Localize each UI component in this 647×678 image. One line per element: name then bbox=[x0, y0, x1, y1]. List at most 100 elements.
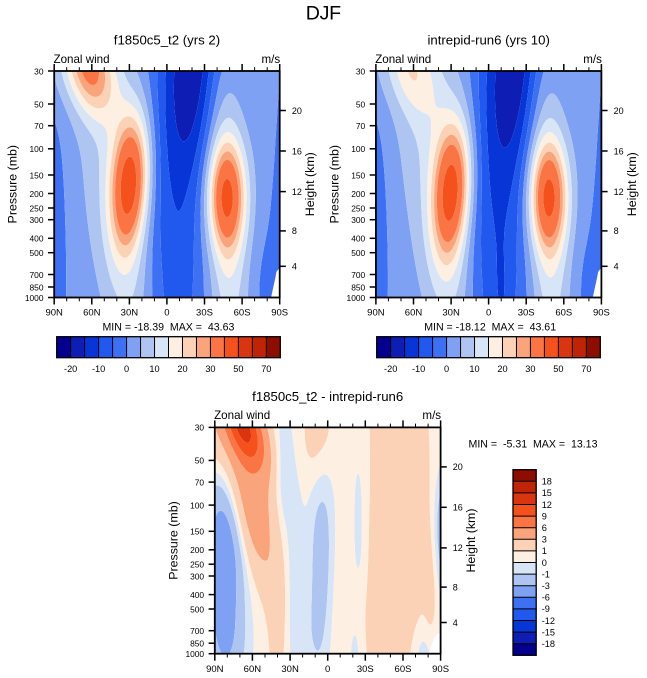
svg-text:Zonal wind: Zonal wind bbox=[375, 53, 431, 66]
svg-text:4: 4 bbox=[614, 262, 619, 272]
svg-text:4: 4 bbox=[453, 618, 458, 628]
svg-text:90N: 90N bbox=[45, 308, 63, 319]
svg-text:20: 20 bbox=[497, 364, 507, 374]
svg-text:30: 30 bbox=[356, 66, 366, 76]
svg-text:60S: 60S bbox=[395, 664, 412, 675]
svg-text:0: 0 bbox=[444, 364, 449, 374]
svg-text:300: 300 bbox=[30, 215, 44, 225]
svg-text:60N: 60N bbox=[244, 664, 262, 675]
svg-text:12: 12 bbox=[614, 187, 624, 197]
svg-text:4: 4 bbox=[292, 262, 297, 272]
svg-text:70: 70 bbox=[356, 121, 366, 131]
svg-text:DJF: DJF bbox=[306, 2, 341, 24]
svg-text:30: 30 bbox=[195, 423, 205, 433]
svg-text:6: 6 bbox=[542, 523, 547, 533]
svg-text:30: 30 bbox=[34, 66, 44, 76]
svg-text:90N: 90N bbox=[206, 664, 224, 675]
svg-text:50: 50 bbox=[553, 364, 563, 374]
svg-text:1000: 1000 bbox=[25, 293, 44, 303]
svg-text:f1850c5_t2 (yrs 2): f1850c5_t2 (yrs 2) bbox=[114, 33, 220, 48]
svg-text:30S: 30S bbox=[518, 308, 535, 319]
svg-text:250: 250 bbox=[351, 203, 365, 213]
svg-text:400: 400 bbox=[351, 234, 365, 244]
svg-text:-15: -15 bbox=[542, 627, 555, 637]
svg-text:16: 16 bbox=[453, 503, 463, 513]
svg-text:MIN = -18.39 MAX = 43.63: MIN = -18.39 MAX = 43.63 bbox=[102, 322, 234, 334]
svg-text:Pressure (mb): Pressure (mb) bbox=[327, 145, 341, 224]
svg-text:30: 30 bbox=[525, 364, 535, 374]
svg-text:60N: 60N bbox=[405, 308, 423, 319]
svg-text:50: 50 bbox=[34, 99, 44, 109]
svg-text:MIN = -18.12 MAX = 43.61: MIN = -18.12 MAX = 43.61 bbox=[424, 322, 556, 334]
svg-text:50: 50 bbox=[356, 99, 366, 109]
svg-text:20: 20 bbox=[453, 462, 463, 472]
svg-text:16: 16 bbox=[614, 146, 624, 156]
svg-text:9: 9 bbox=[542, 511, 547, 521]
svg-text:200: 200 bbox=[351, 189, 365, 199]
svg-text:-1: -1 bbox=[542, 569, 550, 579]
svg-text:m/s: m/s bbox=[583, 53, 602, 66]
svg-text:150: 150 bbox=[190, 527, 204, 537]
svg-text:400: 400 bbox=[190, 590, 204, 600]
svg-text:0: 0 bbox=[486, 308, 491, 319]
svg-text:Pressure (mb): Pressure (mb) bbox=[166, 501, 180, 580]
svg-text:30: 30 bbox=[205, 364, 215, 374]
svg-text:16: 16 bbox=[292, 146, 302, 156]
svg-text:400: 400 bbox=[30, 234, 44, 244]
svg-text:-18: -18 bbox=[542, 639, 555, 649]
svg-text:70: 70 bbox=[34, 121, 44, 131]
svg-text:500: 500 bbox=[30, 248, 44, 258]
svg-text:20: 20 bbox=[614, 106, 624, 116]
svg-text:100: 100 bbox=[351, 144, 365, 154]
svg-text:700: 700 bbox=[190, 626, 204, 636]
svg-text:Zonal wind: Zonal wind bbox=[54, 53, 110, 66]
svg-text:30N: 30N bbox=[281, 664, 299, 675]
svg-text:8: 8 bbox=[453, 582, 458, 592]
svg-text:300: 300 bbox=[190, 571, 204, 581]
svg-text:150: 150 bbox=[30, 170, 44, 180]
svg-text:8: 8 bbox=[614, 226, 619, 236]
svg-text:250: 250 bbox=[190, 560, 204, 570]
svg-text:1000: 1000 bbox=[185, 649, 204, 659]
svg-text:-10: -10 bbox=[92, 364, 105, 374]
svg-text:200: 200 bbox=[30, 189, 44, 199]
svg-text:90S: 90S bbox=[271, 308, 288, 319]
svg-text:700: 700 bbox=[351, 270, 365, 280]
svg-text:f1850c5_t2 - intrepid-run6: f1850c5_t2 - intrepid-run6 bbox=[252, 389, 403, 404]
svg-text:Pressure (mb): Pressure (mb) bbox=[6, 145, 20, 224]
svg-text:0: 0 bbox=[542, 558, 547, 568]
svg-text:70: 70 bbox=[581, 364, 591, 374]
svg-text:20: 20 bbox=[292, 106, 302, 116]
svg-text:18: 18 bbox=[542, 477, 552, 487]
svg-text:3: 3 bbox=[542, 535, 547, 545]
svg-text:50: 50 bbox=[233, 364, 243, 374]
svg-text:10: 10 bbox=[149, 364, 159, 374]
svg-text:60S: 60S bbox=[555, 308, 572, 319]
svg-text:0: 0 bbox=[164, 308, 169, 319]
svg-text:100: 100 bbox=[30, 144, 44, 154]
svg-text:500: 500 bbox=[351, 248, 365, 258]
svg-text:-12: -12 bbox=[542, 616, 555, 626]
svg-text:70: 70 bbox=[195, 477, 205, 487]
svg-text:200: 200 bbox=[190, 545, 204, 555]
svg-text:Height (km): Height (km) bbox=[464, 508, 478, 572]
svg-text:1: 1 bbox=[542, 546, 547, 556]
svg-text:12: 12 bbox=[542, 500, 552, 510]
svg-text:50: 50 bbox=[195, 456, 205, 466]
svg-text:850: 850 bbox=[30, 282, 44, 292]
svg-text:8: 8 bbox=[292, 226, 297, 236]
svg-text:m/s: m/s bbox=[422, 409, 441, 422]
svg-text:10: 10 bbox=[469, 364, 479, 374]
svg-text:intrepid-run6 (yrs 10): intrepid-run6 (yrs 10) bbox=[427, 33, 549, 48]
svg-text:60S: 60S bbox=[234, 308, 251, 319]
svg-text:m/s: m/s bbox=[262, 53, 281, 66]
svg-text:850: 850 bbox=[190, 639, 204, 649]
svg-text:Height (km): Height (km) bbox=[303, 152, 317, 216]
svg-text:30N: 30N bbox=[442, 308, 460, 319]
svg-text:700: 700 bbox=[30, 270, 44, 280]
svg-text:850: 850 bbox=[351, 282, 365, 292]
svg-text:MIN = -5.31 MAX = 13.13: MIN = -5.31 MAX = 13.13 bbox=[469, 438, 598, 450]
svg-text:60N: 60N bbox=[83, 308, 101, 319]
svg-text:30S: 30S bbox=[357, 664, 374, 675]
svg-text:20: 20 bbox=[177, 364, 187, 374]
